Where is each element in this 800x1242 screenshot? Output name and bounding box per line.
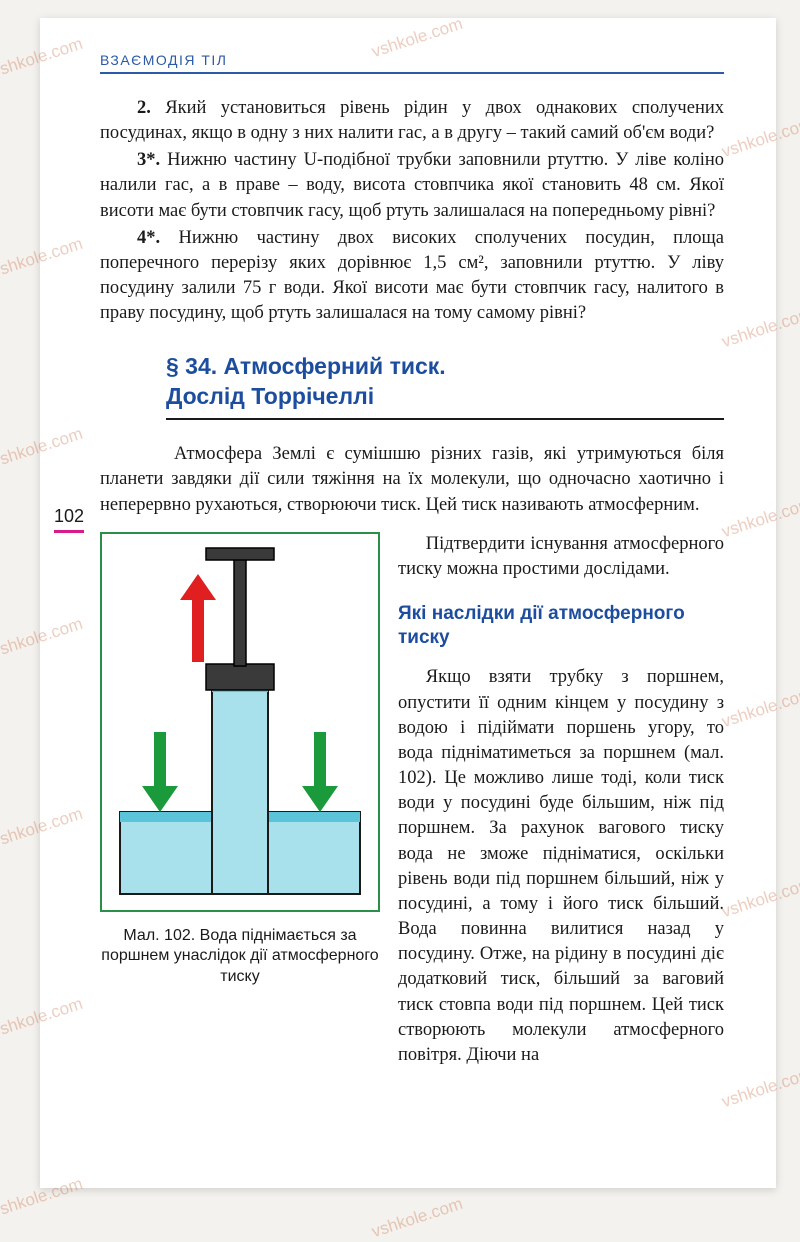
- section-heading-line1: § 34. Атмосферний тиск.: [166, 352, 724, 382]
- figure-column: Мал. 102. Вода піднімається за поршнем у…: [100, 532, 380, 1072]
- problem-3-number: 3*.: [137, 150, 160, 170]
- figure-102: [100, 532, 380, 912]
- intro-paragraph: Атмосфера Землі є сумішшю різних газів, …: [100, 442, 724, 517]
- problem-4-text: Нижню частину двох високих сполучених по…: [100, 228, 724, 323]
- section-heading: § 34. Атмосферний тиск. Дослід Торрічелл…: [166, 352, 724, 412]
- up-arrow-icon: [180, 574, 216, 662]
- tube-icon: [212, 684, 268, 894]
- running-head: ВЗАЄМОДІЯ ТІЛ: [100, 52, 724, 74]
- section-underline: [166, 418, 724, 420]
- watermark: vshkole.com: [369, 1194, 465, 1242]
- problem-4-number: 4*.: [137, 228, 160, 248]
- problem-2-number: 2.: [137, 98, 151, 118]
- two-column-layout: Мал. 102. Вода піднімається за поршнем у…: [100, 532, 724, 1072]
- problem-4: 4*. Нижню частину двох високих сполучени…: [100, 226, 724, 327]
- right-paragraph-2: Якщо взяти трубку з поршнем, опустити її…: [398, 665, 724, 1068]
- figure-102-caption: Мал. 102. Вода піднімається за поршнем у…: [100, 926, 380, 988]
- page: ВЗАЄМОДІЯ ТІЛ 2. Який установиться рівен…: [40, 18, 776, 1188]
- text-column: Підтвердити існування атмосферного тиску…: [398, 532, 724, 1072]
- problem-3: 3*. Нижню частину U-подібної трубки запо…: [100, 148, 724, 223]
- problem-3-text: Нижню частину U-подібної трубки заповнил…: [100, 150, 724, 220]
- right-paragraph-1: Підтвердити існування атмосферного тиску…: [398, 532, 724, 582]
- down-arrow-right-icon: [302, 732, 338, 812]
- page-number: 102: [54, 506, 84, 533]
- piston-rod-icon: [234, 558, 246, 666]
- figure-102-svg: [102, 534, 378, 910]
- section-heading-line2: Дослід Торрічеллі: [166, 382, 724, 412]
- problem-2: 2. Який установиться рівень рідин у двох…: [100, 96, 724, 146]
- subsection-heading: Які наслідки дії атмосферного тиску: [398, 602, 724, 650]
- problem-2-text: Який установиться рівень рідин у двох од…: [100, 98, 724, 143]
- down-arrow-left-icon: [142, 732, 178, 812]
- piston-handle-icon: [206, 548, 274, 560]
- piston-head-icon: [206, 664, 274, 690]
